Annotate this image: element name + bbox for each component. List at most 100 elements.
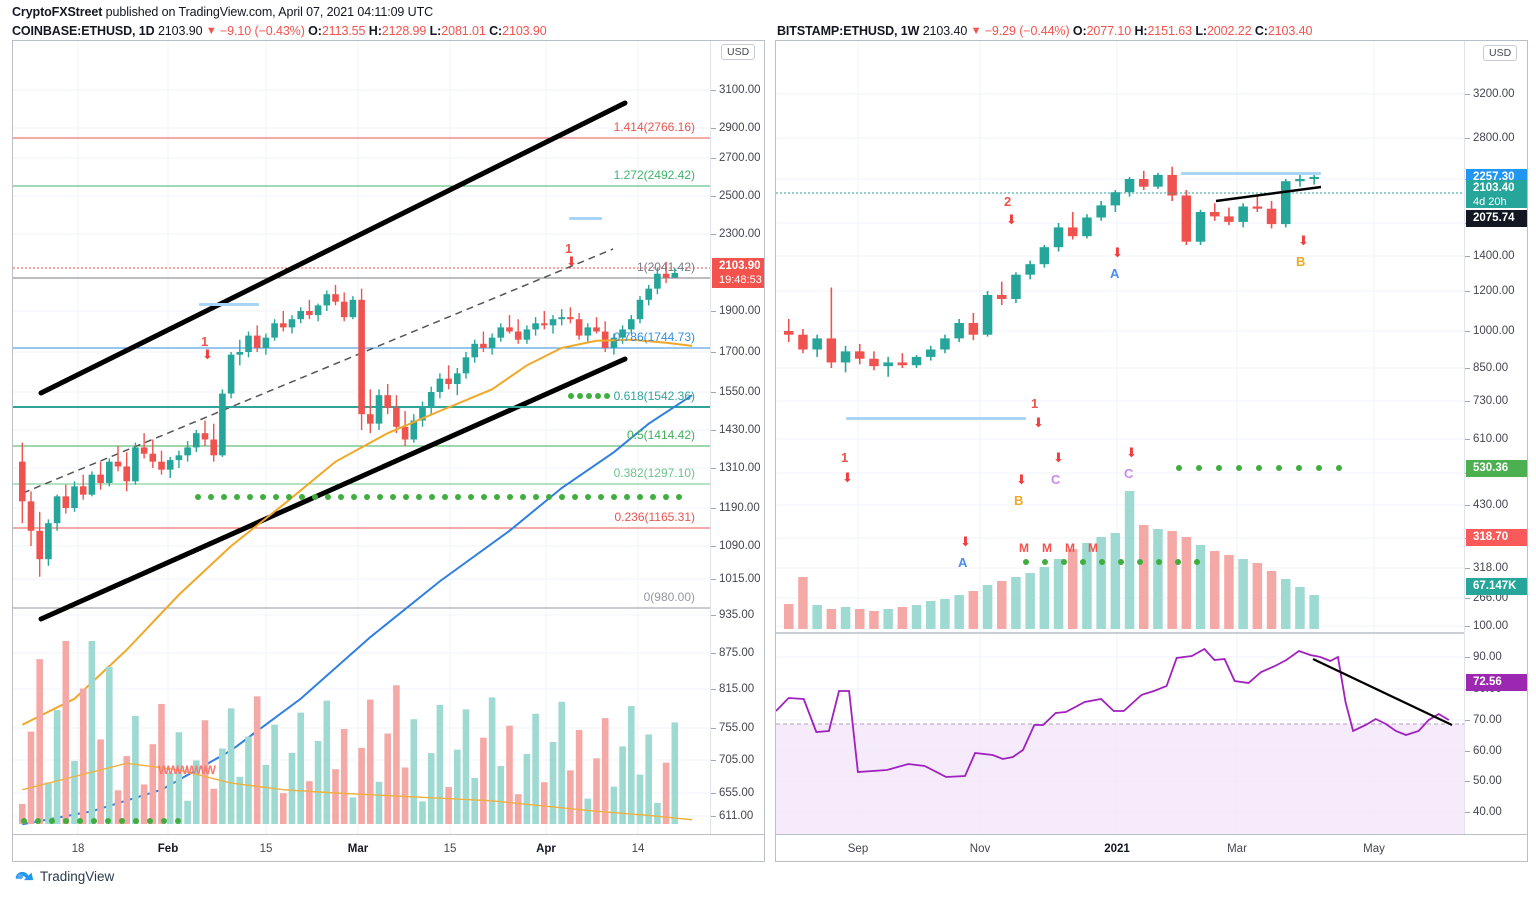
- left-price-tick: 1550.00: [719, 386, 761, 398]
- left-low-value: 2081.01: [441, 24, 486, 38]
- left-price-tick: 1310.00: [719, 462, 761, 474]
- right-price-tick: 90.00: [1473, 651, 1502, 663]
- left-close-value: 2103.90: [502, 24, 547, 38]
- wave-arrow-icon: ⬇: [1016, 472, 1027, 487]
- tradingview-footer[interactable]: TradingView: [14, 866, 114, 886]
- right-price-tick: 70.00: [1473, 714, 1502, 726]
- right-time-axis[interactable]: Sep Nov 2021 Mar May: [776, 834, 1527, 861]
- right-time-tick: Nov: [969, 843, 991, 855]
- left-price-tick: 1900.00: [719, 305, 761, 317]
- elliott-wave-label: 1: [841, 450, 849, 465]
- right-price-tick: 266.00: [1473, 592, 1509, 604]
- left-high-label: H:: [368, 24, 382, 38]
- volume-m-mark: M: [1088, 541, 1098, 555]
- right-open-label: O:: [1072, 24, 1087, 38]
- left-currency-chip[interactable]: USD: [721, 44, 756, 60]
- wave-arrow-icon: ⬇: [1126, 445, 1137, 460]
- right-symbol-label[interactable]: BITSTAMP:ETHUSD, 1W: [777, 24, 920, 38]
- left-price-tick: 2900.00: [719, 122, 761, 134]
- left-price-tick: 1090.00: [719, 540, 761, 552]
- left-time-tick: Feb: [157, 843, 179, 855]
- fib-level-label: 1(2041.42): [636, 259, 695, 274]
- left-price-tick: 655.00: [719, 787, 755, 799]
- wave-arrow-icon: ⬇: [1033, 415, 1044, 430]
- right-high-label: H:: [1134, 24, 1148, 38]
- right-chart-plot[interactable]: M M M M 1 A B C 1 C 2 A B ⬇ ⬇ ⬇ ⬇ ⬇ ⬇ ⬇ ⬇ ⬇: [776, 41, 1464, 834]
- right-chart-legend[interactable]: BITSTAMP:ETHUSD, 1W 2103.40 ▼ −9.29 (−0.…: [777, 24, 1312, 38]
- volume-m-mark: M: [1019, 541, 1029, 555]
- right-price-axis[interactable]: 3200.002800.002400.001700.001400.001200.…: [1464, 41, 1527, 861]
- oscillator-w-marks: WWWWWW: [158, 763, 216, 777]
- down-triangle-icon: ▼: [205, 25, 217, 37]
- right-axis-badge[interactable]: 530.36: [1466, 460, 1527, 477]
- left-close-label: C:: [489, 24, 503, 38]
- right-last-price: 2103.40: [922, 24, 968, 38]
- right-low-value: 2002.22: [1206, 24, 1252, 38]
- elliott-wave-label: B: [1014, 493, 1024, 508]
- left-price-tick: 611.00: [719, 810, 754, 822]
- left-price-axis[interactable]: 3100.00 2900.00 2700.00 2500.00 2300.00 1900.…: [710, 41, 764, 861]
- tradingview-brand-label: TradingView: [40, 868, 115, 884]
- left-chart-plot[interactable]: 1.414(2766.16) 1.272(2492.42) 1(2041.42) 0.…: [13, 41, 710, 834]
- left-low-label: L:: [429, 24, 442, 38]
- right-price-tick: 1400.00: [1473, 250, 1515, 262]
- fib-level-label: 0.236(1165.31): [614, 509, 695, 524]
- left-price-tick: 1700.00: [719, 346, 761, 358]
- fib-level-label: 0.786(1744.73): [613, 329, 695, 344]
- volume-dot-row: [1023, 559, 1200, 565]
- right-price-tick: 850.00: [1473, 362, 1509, 374]
- volume-m-mark: M: [1042, 541, 1052, 555]
- right-high-value: 2151.63: [1147, 24, 1192, 38]
- fib-level-label: 0.5(1414.42): [626, 427, 695, 442]
- left-price-tick: 815.00: [719, 683, 755, 695]
- right-axis-badge[interactable]: 72.56: [1466, 674, 1527, 691]
- right-currency-chip[interactable]: USD: [1483, 45, 1518, 61]
- left-time-tick: Mar: [347, 843, 369, 855]
- left-open-value: 2113.55: [321, 24, 366, 38]
- left-time-tick: 15: [259, 843, 273, 855]
- left-chart-svg: [13, 41, 710, 834]
- right-open-value: 2077.10: [1086, 24, 1132, 38]
- elliott-wave-label: B: [1296, 254, 1306, 269]
- right-price-tick: 3200.00: [1473, 88, 1515, 100]
- left-last-price: 2103.90: [157, 24, 203, 38]
- left-chart-panel[interactable]: 1.414(2766.16) 1.272(2492.42) 1(2041.42) 0.…: [12, 40, 765, 862]
- right-close-label: C:: [1254, 24, 1268, 38]
- attribution-line: CryptoFXStreet published on TradingView.…: [12, 5, 433, 19]
- right-time-tick: 2021: [1104, 843, 1130, 855]
- attribution-text: published on TradingView.com, April 07, …: [102, 5, 434, 19]
- right-price-tick: 610.00: [1473, 433, 1509, 445]
- support-dot-cluster: [568, 393, 610, 399]
- left-current-price-badge[interactable]: 2103.90 19:48:53: [712, 258, 764, 288]
- left-symbol-label[interactable]: COINBASE:ETHUSD, 1D: [12, 24, 155, 38]
- left-time-axis[interactable]: 18 Feb 15 Mar 15 Apr 14: [13, 834, 764, 861]
- oscillator-dot-row: [21, 818, 181, 824]
- wave-arrow-icon: ⬇: [202, 347, 213, 362]
- wave-arrow-icon: ⬇: [1053, 450, 1064, 465]
- left-time-tick: 14: [631, 843, 645, 855]
- left-price-tick: 2300.00: [719, 228, 761, 240]
- right-price-tick: 318.00: [1473, 562, 1509, 574]
- left-price-tick: 1015.00: [719, 573, 761, 585]
- right-price-tick: 50.00: [1473, 775, 1502, 787]
- tradingview-logo-icon: [15, 871, 34, 881]
- wave-arrow-icon: ⬇: [566, 254, 577, 269]
- right-time-tick: Mar: [1227, 843, 1247, 855]
- right-axis-badge[interactable]: 2075.74: [1466, 210, 1527, 227]
- left-chart-legend[interactable]: COINBASE:ETHUSD, 1D 2103.90 ▼ −9.10 (−0.…: [12, 24, 547, 38]
- right-axis-badge[interactable]: 318.70: [1466, 529, 1527, 546]
- wave-label: 1: [565, 241, 573, 256]
- right-time-tick: Sep: [847, 843, 869, 855]
- right-price-tick: 2800.00: [1473, 132, 1515, 144]
- right-axis-badge[interactable]: 2103.40 4d 20h: [1466, 180, 1527, 208]
- wave-arrow-icon: ⬇: [1006, 212, 1017, 227]
- right-chart-svg: [776, 41, 1464, 834]
- elliott-wave-label: C: [1124, 466, 1134, 481]
- support-dot-row: [195, 494, 682, 500]
- left-price-tick: 2700.00: [719, 152, 761, 164]
- elliott-wave-label: 1: [1031, 396, 1039, 411]
- fib-level-label: 1.272(2492.42): [613, 167, 695, 182]
- right-axis-badge[interactable]: 67.147K: [1466, 578, 1527, 595]
